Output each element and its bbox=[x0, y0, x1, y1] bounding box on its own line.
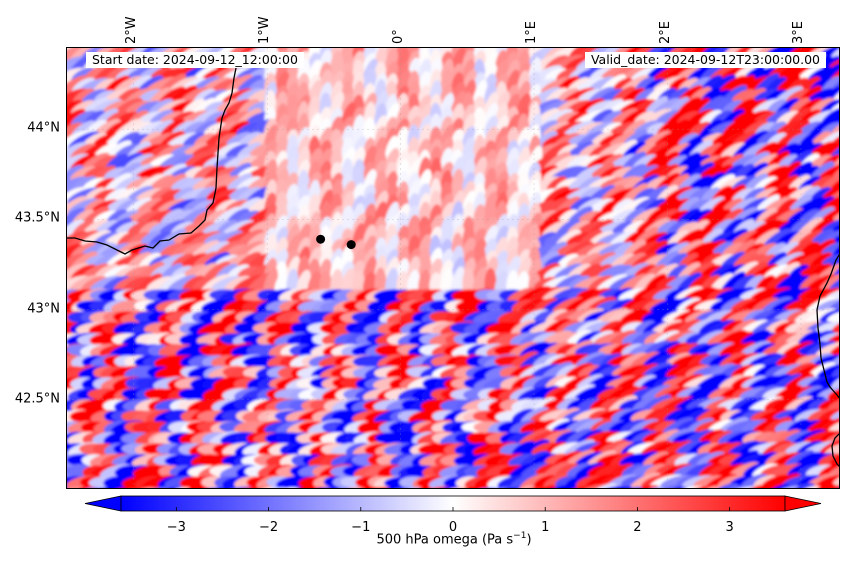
omega-cell bbox=[67, 75, 89, 98]
lon-tick-text: 2°E bbox=[657, 21, 673, 44]
colorbar-tick-label: −3 bbox=[166, 520, 186, 535]
omega-map-panel bbox=[66, 47, 840, 489]
lon-tick-text: 3°E bbox=[790, 21, 806, 44]
start-date-label: Start date: 2024-09-12_12:00:00 bbox=[86, 52, 304, 68]
colorbar-tick-marks bbox=[175, 507, 731, 511]
omega-colorbar bbox=[84, 495, 822, 512]
graticule bbox=[67, 48, 839, 488]
omega-cell bbox=[67, 100, 84, 117]
omega-cell bbox=[826, 310, 839, 325]
lon-tick-label: 2°W bbox=[123, 4, 143, 44]
lon-tick-text: 0° bbox=[390, 29, 406, 44]
omega-cell bbox=[827, 398, 839, 413]
valid-date-label: Valid_date: 2024-09-12T23:00:00.00 bbox=[584, 52, 826, 68]
colorbar-extend-high bbox=[784, 495, 822, 512]
lon-tick-label: 0° bbox=[390, 4, 410, 44]
lon-tick-label: 2°E bbox=[657, 4, 677, 44]
omega-cell bbox=[824, 441, 839, 458]
lat-tick-label: 43°N bbox=[27, 301, 60, 317]
omega-cell bbox=[830, 319, 839, 338]
coastline-cap-de-creus bbox=[831, 433, 839, 467]
station-markers bbox=[316, 234, 356, 250]
colorbar-tick-label: −2 bbox=[258, 520, 279, 535]
colorbar-tick-label: 0 bbox=[448, 520, 458, 535]
omega-cell bbox=[67, 142, 88, 163]
lon-tick-label: 3°E bbox=[790, 4, 810, 44]
omega-cell bbox=[67, 130, 89, 153]
colorbar-label-exponent: −1 bbox=[513, 531, 527, 541]
omega-cell bbox=[67, 165, 85, 184]
omega-cell bbox=[67, 207, 85, 230]
omega-field-map bbox=[67, 48, 839, 488]
coastline bbox=[67, 62, 839, 467]
colorbar-tick-label: −1 bbox=[351, 520, 371, 535]
omega-cell bbox=[67, 219, 85, 240]
lon-tick-text: 1°W bbox=[257, 16, 273, 44]
omega-cell bbox=[67, 122, 85, 139]
omega-cell bbox=[67, 108, 86, 131]
colorbar-tick-label: 3 bbox=[725, 520, 734, 535]
lat-tick-label: 43.5°N bbox=[14, 210, 60, 226]
coastline-mediterranean bbox=[816, 253, 839, 399]
lon-tick-text: 1°E bbox=[524, 21, 540, 44]
colorbar-tick-label: 1 bbox=[541, 520, 550, 535]
colorbar-label: 500 hPa omega (Pa s−1) bbox=[376, 531, 531, 547]
omega-field bbox=[67, 48, 839, 488]
coastline-bay-of-biscay bbox=[67, 62, 238, 255]
colorbar-tick-label: 2 bbox=[633, 520, 642, 535]
lon-tick-label: 1°W bbox=[256, 4, 276, 44]
lat-tick-label: 42.5°N bbox=[14, 391, 60, 407]
station-marker bbox=[316, 234, 326, 244]
colorbar-label-suffix: ) bbox=[526, 532, 532, 548]
omega-cell bbox=[827, 387, 839, 402]
omega-cell bbox=[182, 275, 205, 294]
lon-tick-label: 1°E bbox=[523, 4, 543, 44]
lon-tick-text: 2°W bbox=[123, 16, 139, 44]
colorbar-label-prefix: 500 hPa omega (Pa s bbox=[376, 532, 514, 548]
lat-tick-label: 44°N bbox=[27, 120, 60, 136]
colorbar-extend-low bbox=[84, 495, 122, 512]
station-marker bbox=[346, 240, 356, 250]
